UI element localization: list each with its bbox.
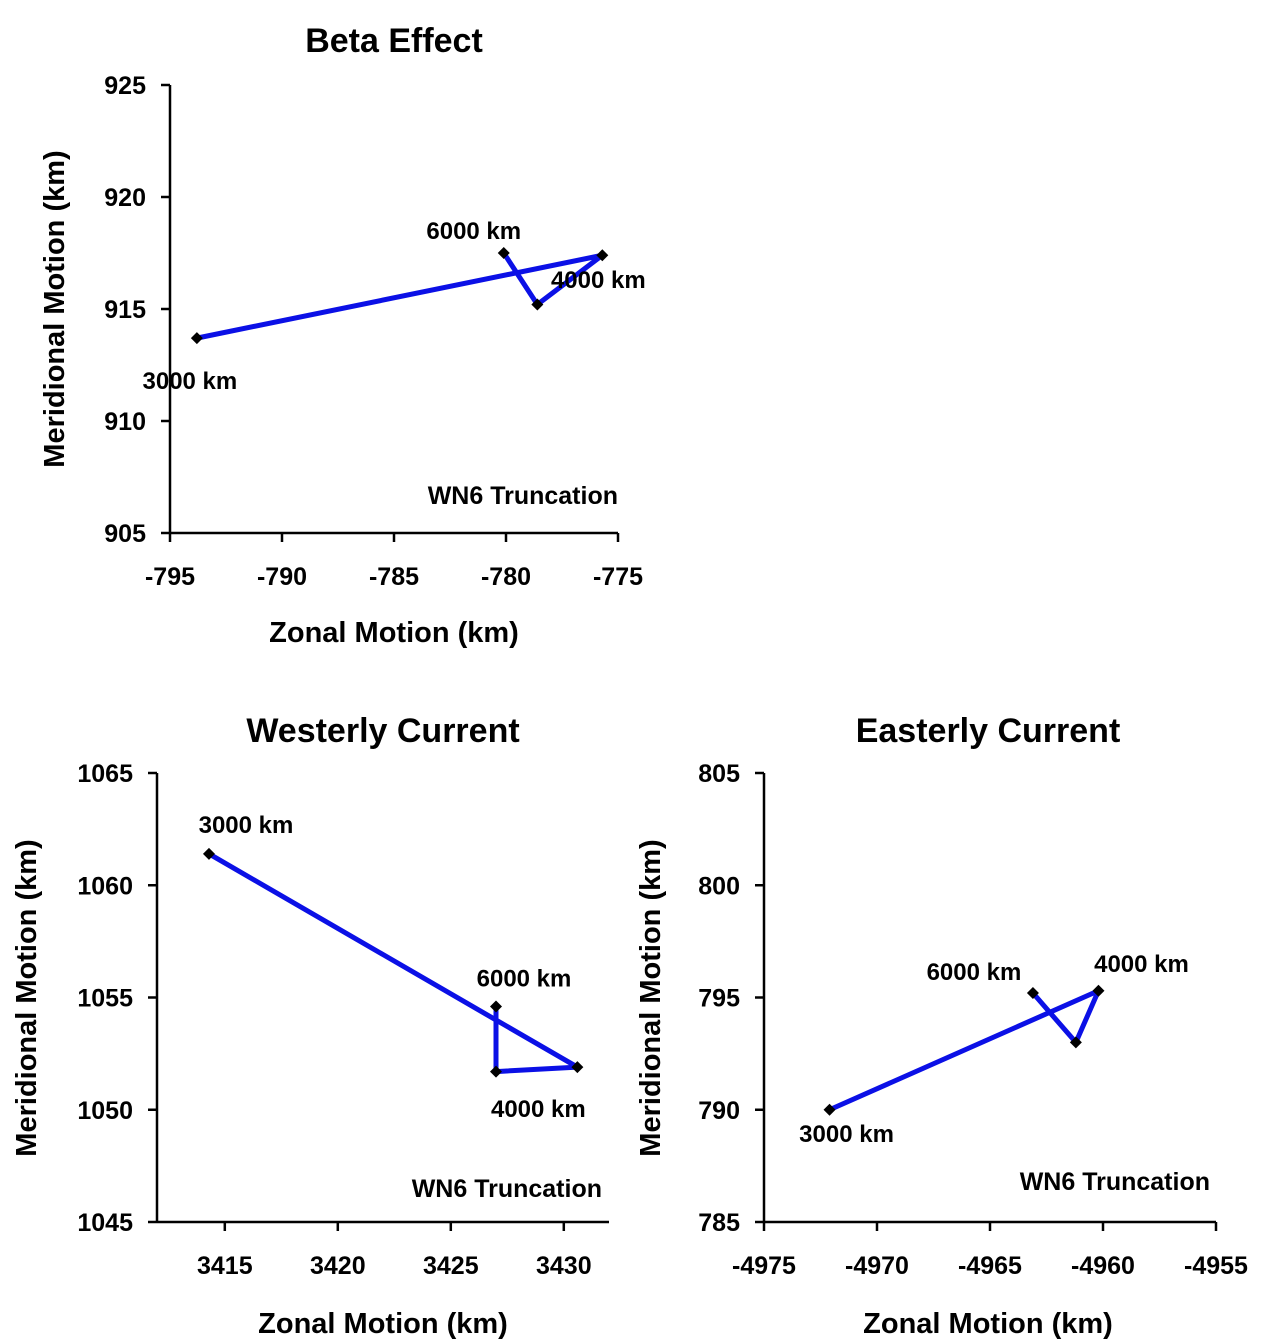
data-point-marker bbox=[571, 1061, 584, 1074]
y-tick-label: 795 bbox=[698, 985, 740, 1013]
y-tick-label: 1045 bbox=[77, 1209, 133, 1237]
x-tick-label: -775 bbox=[593, 563, 643, 591]
truncation-note: WN6 Truncation bbox=[1020, 1168, 1210, 1196]
data-point-marker bbox=[490, 1065, 502, 1078]
data-point-marker bbox=[531, 298, 544, 311]
data-point-label: 4000 km bbox=[551, 267, 646, 294]
data-point-label: 4000 km bbox=[491, 1096, 586, 1123]
x-tick-label: -795 bbox=[145, 563, 195, 591]
data-point-marker bbox=[190, 332, 203, 345]
y-tick-label: 910 bbox=[104, 408, 146, 436]
y-tick-label: 925 bbox=[104, 72, 146, 100]
x-axis-title: Zonal Motion (km) bbox=[863, 1308, 1113, 1340]
data-point-marker bbox=[1092, 984, 1105, 997]
chart-panel-2: Westerly Current 1045 1050 1055 1060 1065 3415… bbox=[11, 712, 609, 1340]
y-tick-label: 805 bbox=[698, 760, 740, 788]
x-tick-label: -4975 bbox=[732, 1252, 796, 1280]
truncation-note: WN6 Truncation bbox=[412, 1175, 602, 1203]
data-point-label: 6000 km bbox=[477, 965, 572, 992]
y-tick-label: 800 bbox=[698, 872, 740, 900]
data-point-label: 3000 km bbox=[143, 368, 238, 395]
chart-title: Westerly Current bbox=[246, 712, 519, 750]
x-tick-label: 3420 bbox=[310, 1252, 366, 1280]
y-axis-title: Meridional Motion (km) bbox=[11, 839, 43, 1156]
data-point-label: 6000 km bbox=[927, 959, 1022, 986]
y-tick-label: 905 bbox=[104, 520, 146, 548]
series-line bbox=[194, 250, 605, 341]
x-tick-label: -790 bbox=[257, 563, 307, 591]
x-tick-label: -780 bbox=[481, 563, 531, 591]
y-tick-label: 1065 bbox=[77, 760, 133, 788]
data-point-label: 6000 km bbox=[426, 218, 521, 245]
data-point-marker bbox=[202, 847, 215, 860]
y-tick-label: 790 bbox=[698, 1097, 740, 1125]
y-tick-label: 1055 bbox=[77, 985, 133, 1013]
x-tick-label: 3430 bbox=[536, 1252, 592, 1280]
x-axis-title: Zonal Motion (km) bbox=[258, 1308, 508, 1340]
chart-title: Beta Effect bbox=[305, 22, 483, 60]
data-point-marker bbox=[1069, 1036, 1082, 1049]
series-line bbox=[206, 851, 580, 1075]
x-tick-label: -4965 bbox=[958, 1252, 1022, 1280]
data-point-marker bbox=[490, 1000, 502, 1013]
y-tick-label: 785 bbox=[698, 1209, 740, 1237]
y-tick-label: 1060 bbox=[77, 872, 133, 900]
data-point-label: 3000 km bbox=[799, 1121, 894, 1148]
x-axis-title: Zonal Motion (km) bbox=[269, 617, 519, 649]
chart-panel-1: Beta Effect 905 910 915 920 925 -795 -790 -785 -7… bbox=[39, 22, 646, 649]
x-tick-label: -785 bbox=[369, 563, 419, 591]
x-tick-label: 3415 bbox=[197, 1252, 253, 1280]
x-tick-label: -4955 bbox=[1184, 1252, 1248, 1280]
y-axis-title: Meridional Motion (km) bbox=[635, 839, 667, 1156]
y-tick-label: 915 bbox=[104, 296, 146, 324]
truncation-note: WN6 Truncation bbox=[428, 482, 618, 510]
y-tick-label: 920 bbox=[104, 184, 146, 212]
x-tick-label: -4960 bbox=[1071, 1252, 1135, 1280]
chart-panel-3: Easterly Current 785 790 795 800 805 -4975 -497… bbox=[635, 712, 1248, 1340]
chart-title: Easterly Current bbox=[856, 712, 1121, 750]
data-point-marker bbox=[596, 249, 609, 262]
data-point-marker bbox=[497, 247, 510, 259]
series-line bbox=[827, 988, 1101, 1113]
data-point-label: 3000 km bbox=[199, 812, 294, 839]
x-tick-label: -4970 bbox=[845, 1252, 909, 1280]
data-point-label: 4000 km bbox=[1094, 951, 1189, 978]
y-axis-title: Meridional Motion (km) bbox=[39, 150, 71, 467]
y-tick-label: 1050 bbox=[77, 1097, 133, 1125]
x-tick-label: 3425 bbox=[423, 1252, 479, 1280]
data-point-marker bbox=[823, 1103, 836, 1116]
data-point-marker bbox=[1026, 987, 1039, 1000]
